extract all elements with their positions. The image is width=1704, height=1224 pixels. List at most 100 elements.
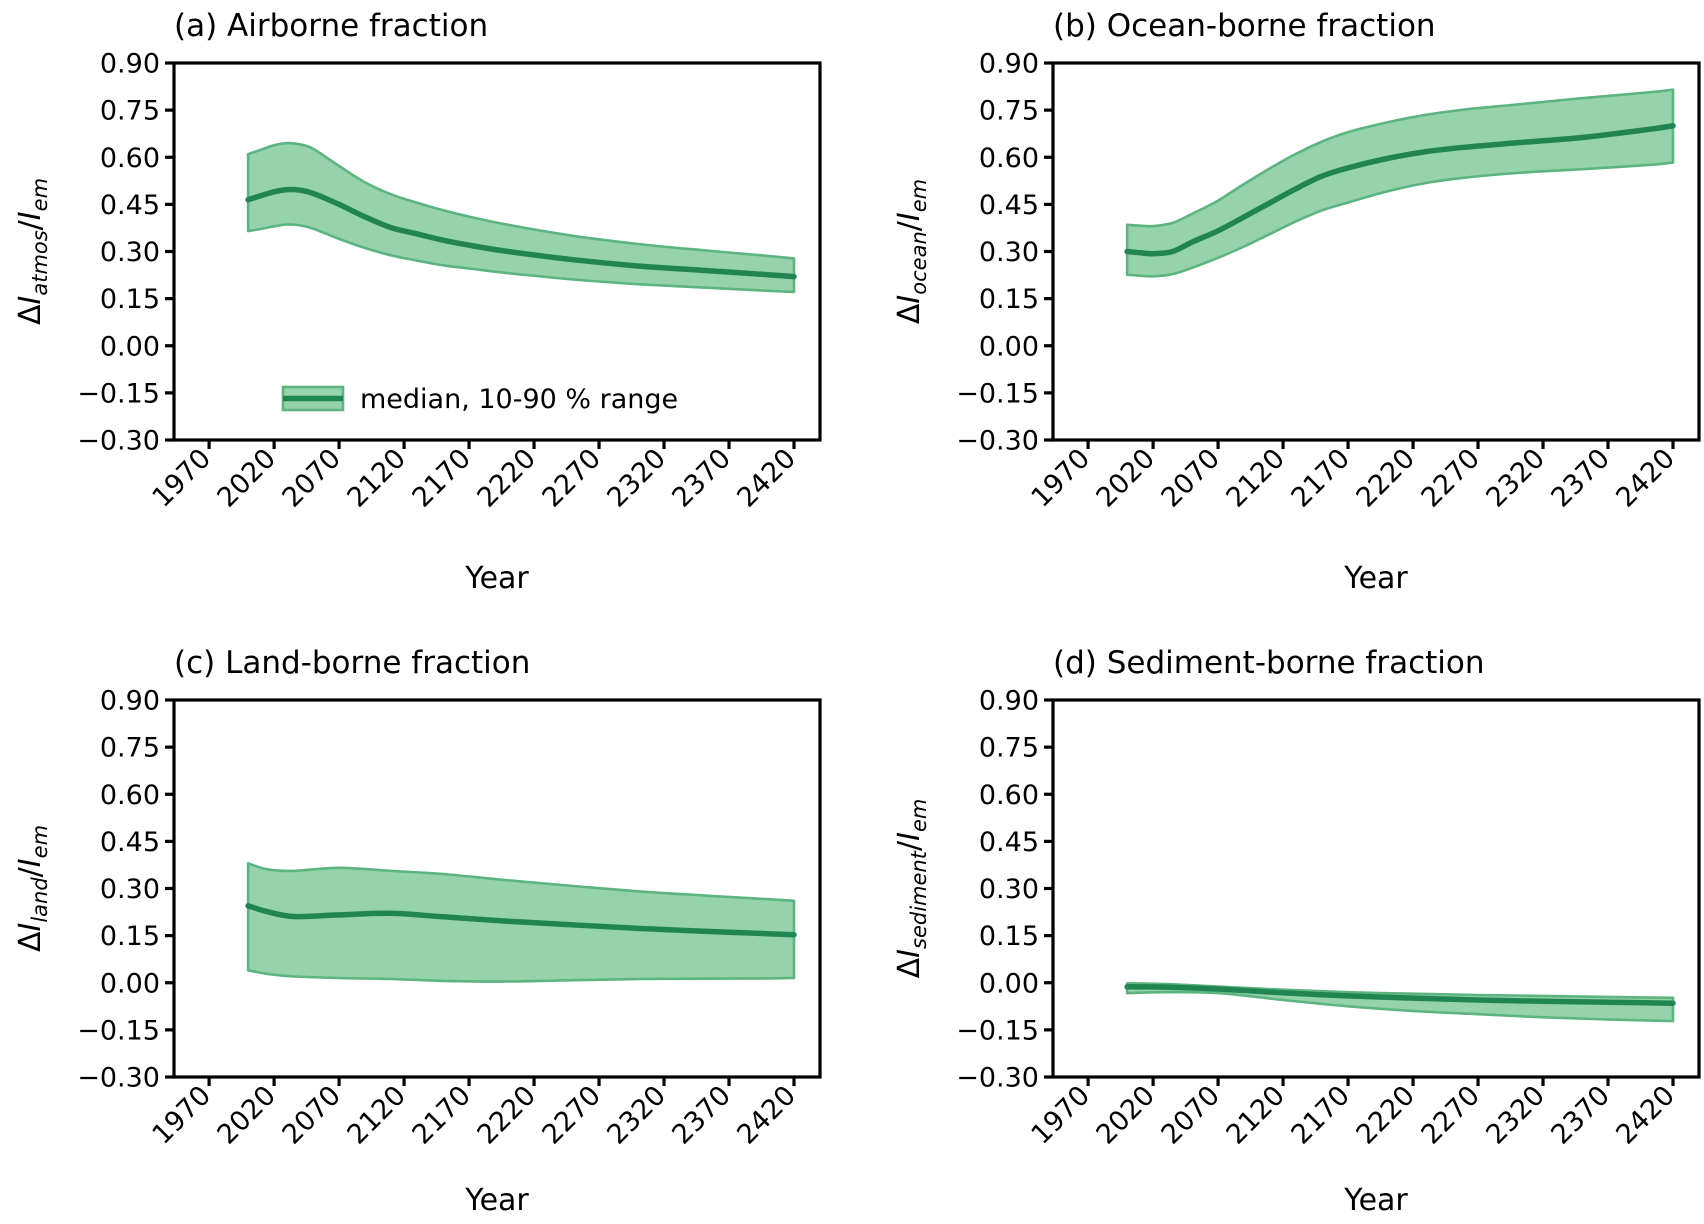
x-tick-label: 2170 [1285,443,1356,514]
y-tick-label: 0.90 [979,686,1039,717]
x-tick-label: 2020 [212,1080,283,1151]
y-tick-label: 0.60 [100,780,160,811]
x-axis-label-a: Year [464,561,529,596]
x-tick-label: 2220 [471,1080,542,1151]
y-tick-label: 0.30 [979,237,1039,268]
legend-label: median, 10-90 % range [360,384,678,415]
y-tick-label: −0.30 [77,1063,160,1094]
y-tick-label: 0.15 [979,921,1039,952]
x-tick-label: 2320 [1480,443,1551,514]
y-tick-label: −0.30 [956,426,1039,457]
y-tick-label: 0.90 [100,49,160,80]
x-tick-label: 2170 [1285,1080,1356,1151]
y-axis-label-text: ΔIsediment/Iem [892,799,931,979]
x-axis-label-d: Year [1343,1183,1408,1218]
y-tick-label: 0.45 [100,827,160,858]
x-tick-label: 2120 [342,1080,413,1151]
x-tick-label: 2020 [1091,1080,1162,1151]
x-tick-label: 2270 [536,443,607,514]
y-tick-label: 0.75 [979,96,1039,127]
x-tick-label: 2020 [1091,443,1162,514]
y-tick-label: 0.30 [100,237,160,268]
x-tick-label: 2120 [342,443,413,514]
x-tick-label: 2120 [1221,443,1292,514]
x-tick-label: 2170 [406,443,477,514]
y-tick-label: −0.15 [77,1015,160,1046]
x-tick-label: 2370 [1545,443,1616,514]
y-tick-label: 0.30 [979,874,1039,905]
x-tick-label: 2220 [1350,443,1421,514]
x-tick-label: 2420 [731,443,802,514]
y-tick-label: −0.15 [956,378,1039,409]
x-tick-label: 2320 [1480,1080,1551,1151]
y-tick-label: 0.00 [100,331,160,362]
y-tick-label: 0.45 [100,190,160,221]
x-tick-label: 2270 [1415,443,1486,514]
plot-area-a [245,141,797,294]
median-line-d [1124,984,1676,1006]
x-tick-label: 2420 [731,1080,802,1151]
x-axis-label-c: Year [464,1183,529,1218]
x-tick-label: 2070 [277,443,348,514]
y-tick-label: 0.00 [979,968,1039,999]
plot-area-b [1124,88,1676,278]
x-tick-label: 2420 [1610,443,1681,514]
panel-title-d: (d) Sediment-borne fraction [1053,645,1485,681]
median-line-b [1124,123,1676,257]
uncertainty-band-a [246,141,796,294]
x-tick-label: 2070 [277,1080,348,1151]
plot-area-c [245,862,797,983]
y-tick-label: 0.00 [979,331,1039,362]
y-tick-label: 0.15 [979,284,1039,315]
y-tick-label: 0.60 [979,780,1039,811]
x-tick-label: 2220 [1350,1080,1421,1151]
y-tick-label: 0.30 [100,874,160,905]
x-tick-label: 2070 [1156,1080,1227,1151]
y-tick-label: −0.15 [77,378,160,409]
y-tick-label: 0.15 [100,921,160,952]
panel-b-ocean-borne-fraction: 0.900.750.600.450.300.150.00−0.15−0.3019… [892,8,1701,596]
x-tick-label: 2370 [666,443,737,514]
x-tick-label: 2270 [536,1080,607,1151]
y-tick-label: 0.60 [100,143,160,174]
median-line-a [245,186,797,280]
y-axis-label-text: ΔIland/Iem [13,825,52,952]
y-tick-label: −0.15 [956,1015,1039,1046]
median-line-c [245,903,797,938]
y-axis-label-b: ΔIocean/Iem [892,179,931,324]
y-tick-label: −0.30 [956,1063,1039,1094]
panel-a-airborne-fraction: 0.900.750.600.450.300.150.00−0.15−0.3019… [13,8,822,596]
x-tick-label: 2120 [1221,1080,1292,1151]
x-tick-label: 2170 [406,1080,477,1151]
x-tick-label: 2270 [1415,1080,1486,1151]
plot-area-d [1124,982,1676,1023]
panel-title-a: (a) Airborne fraction [174,8,488,44]
y-tick-label: 0.45 [979,827,1039,858]
x-tick-label: 2370 [666,1080,737,1151]
y-axis-label-a: ΔIatmos/Iem [13,178,52,325]
y-tick-label: 0.15 [100,284,160,315]
y-axis-label-text: ΔIatmos/Iem [13,178,52,325]
axes-d: 0.900.750.600.450.300.150.00−0.15−0.3019… [956,686,1701,1151]
x-tick-label: 2320 [601,1080,672,1151]
x-tick-label: 2370 [1545,1080,1616,1151]
x-tick-label: 2420 [1610,1080,1681,1151]
y-axis-label-c: ΔIland/Iem [13,825,52,952]
y-tick-label: 0.45 [979,190,1039,221]
x-tick-label: 2070 [1156,443,1227,514]
x-tick-label: 2320 [601,443,672,514]
y-tick-label: 0.90 [979,49,1039,80]
y-axis-label-d: ΔIsediment/Iem [892,799,931,979]
x-tick-label: 2020 [212,443,283,514]
y-tick-label: 0.75 [979,733,1039,764]
panel-title-b: (b) Ocean-borne fraction [1053,8,1436,44]
x-axis-label-b: Year [1343,561,1408,596]
y-tick-label: 0.90 [100,686,160,717]
y-tick-label: 0.60 [979,143,1039,174]
y-tick-label: −0.30 [77,426,160,457]
legend: median, 10-90 % range [281,384,678,415]
x-tick-label: 2220 [471,443,542,514]
panel-title-c: (c) Land-borne fraction [174,645,530,681]
y-tick-label: 0.75 [100,733,160,764]
